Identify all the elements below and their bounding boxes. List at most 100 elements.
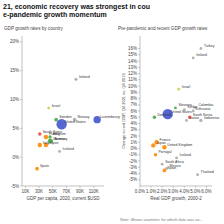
x-tick bbox=[140, 186, 141, 188]
y-tick-label: -4% bbox=[129, 171, 137, 176]
point-label: Indonesia bbox=[204, 116, 219, 120]
x-tick-label: 1.0% bbox=[146, 189, 156, 194]
y-tick bbox=[20, 186, 22, 187]
point-label: Luxembourg bbox=[100, 115, 120, 119]
y-axis-label: Change in real GDP, Q4 2021 vs. Q4 2019 bbox=[121, 72, 126, 148]
point-label: Ireland bbox=[196, 53, 207, 57]
y-tick bbox=[138, 98, 140, 99]
x-tick bbox=[25, 186, 26, 188]
y-tick-label: -5% bbox=[129, 177, 137, 182]
y-tick bbox=[138, 167, 140, 168]
x-tick-label: 50K bbox=[49, 189, 57, 194]
x-tick bbox=[52, 186, 53, 188]
chart: 21, economic recovery was strongest in c… bbox=[0, 0, 224, 224]
point bbox=[38, 132, 41, 135]
note: Note: Shows countries for which data was… bbox=[120, 217, 203, 222]
y-tick bbox=[138, 154, 140, 155]
point-label: Lithuania bbox=[196, 107, 210, 111]
y-tick bbox=[138, 111, 140, 112]
x-tick-label: 10K bbox=[21, 189, 29, 194]
x-tick-label: 3.0% bbox=[168, 189, 178, 194]
point-label: Italy bbox=[43, 141, 50, 145]
y-tick-label: 1% bbox=[130, 140, 137, 145]
point bbox=[192, 56, 195, 59]
marks bbox=[35, 78, 101, 171]
y-tick-label: 15% bbox=[10, 68, 19, 73]
panel: Pre-pandemic and recent GDP growth rates… bbox=[118, 26, 219, 201]
point bbox=[163, 169, 167, 173]
point bbox=[177, 88, 180, 91]
point-label: Japan bbox=[156, 141, 166, 145]
y-tick-label: 10% bbox=[128, 84, 137, 89]
x-tick bbox=[151, 186, 152, 188]
y-tick bbox=[20, 128, 22, 129]
point bbox=[153, 116, 156, 119]
x-tick bbox=[184, 186, 185, 188]
point-label: Sweden bbox=[59, 115, 72, 119]
y-tick bbox=[138, 104, 140, 105]
point-label: Thailand bbox=[201, 170, 214, 174]
x-tick bbox=[195, 186, 196, 188]
point-label: Denmark bbox=[157, 113, 171, 117]
point bbox=[35, 167, 39, 171]
point-label: Spain bbox=[40, 164, 49, 168]
point-label: Iceland bbox=[180, 153, 191, 157]
point bbox=[154, 153, 157, 156]
y-tick bbox=[138, 67, 140, 68]
y-tick bbox=[138, 54, 140, 55]
point-label: United States bbox=[65, 120, 86, 124]
y-tick-label: -5% bbox=[11, 184, 19, 189]
point-label: Israel bbox=[182, 85, 191, 89]
point-label: United Kingdom bbox=[167, 143, 192, 147]
y-tick bbox=[138, 123, 140, 124]
point-label: Ireland bbox=[79, 75, 90, 79]
x-tick-label: 2.0% bbox=[157, 189, 167, 194]
y-tick bbox=[138, 117, 140, 118]
point bbox=[200, 47, 203, 50]
y-tick-label: 9% bbox=[130, 90, 137, 95]
y-tick bbox=[138, 179, 140, 180]
point bbox=[44, 135, 48, 139]
point bbox=[38, 143, 42, 147]
y-tick-label: 11% bbox=[128, 77, 137, 82]
x-tick bbox=[66, 186, 67, 188]
y-tick-label: 0% bbox=[12, 155, 19, 160]
x-tick-label: 90K bbox=[76, 189, 84, 194]
y-tick-label: -3% bbox=[129, 165, 137, 170]
y-tick bbox=[138, 79, 140, 80]
x-tick-label: 30K bbox=[35, 189, 43, 194]
point bbox=[199, 119, 202, 122]
y-tick bbox=[138, 136, 140, 137]
y-tick bbox=[20, 99, 22, 100]
point-label: Israel bbox=[52, 104, 61, 108]
point-label: United States bbox=[171, 110, 192, 114]
y-tick-label: 10% bbox=[10, 97, 19, 102]
point bbox=[54, 118, 58, 122]
point bbox=[74, 78, 77, 81]
point bbox=[161, 163, 164, 166]
x-tick bbox=[173, 186, 174, 188]
point-labels: Ireland Israel Luxembourg Norway SwedenUnite… bbox=[40, 75, 120, 168]
y-tick-label: 4% bbox=[130, 121, 137, 126]
point-label: Spain bbox=[167, 166, 176, 170]
point bbox=[196, 173, 199, 176]
y-tick-label: 0% bbox=[130, 146, 137, 151]
title: 21, economic recovery was strongest in c… bbox=[3, 3, 150, 11]
panel: GDP growth rates by country10K30K50K70K9… bbox=[4, 26, 120, 201]
y-tick-label: -2% bbox=[129, 159, 137, 164]
x-tick-label: 5.0% bbox=[190, 189, 200, 194]
x-axis-label: Real GDP growth, 2000-2 bbox=[150, 196, 202, 201]
y-tick-label: 16% bbox=[128, 46, 137, 51]
y-tick bbox=[138, 148, 140, 149]
y-tick bbox=[138, 173, 140, 174]
y-tick-label: 8% bbox=[130, 96, 137, 101]
point-label: Norway bbox=[78, 115, 90, 119]
x-tick-label: 4.0% bbox=[179, 189, 189, 194]
y-tick bbox=[138, 129, 140, 130]
x-tick bbox=[39, 186, 40, 188]
y-tick bbox=[20, 41, 22, 42]
panel-title: Pre-pandemic and recent GDP growth rates bbox=[118, 26, 208, 31]
x-tick bbox=[206, 186, 207, 188]
y-tick bbox=[138, 161, 140, 162]
x-tick bbox=[80, 186, 81, 188]
